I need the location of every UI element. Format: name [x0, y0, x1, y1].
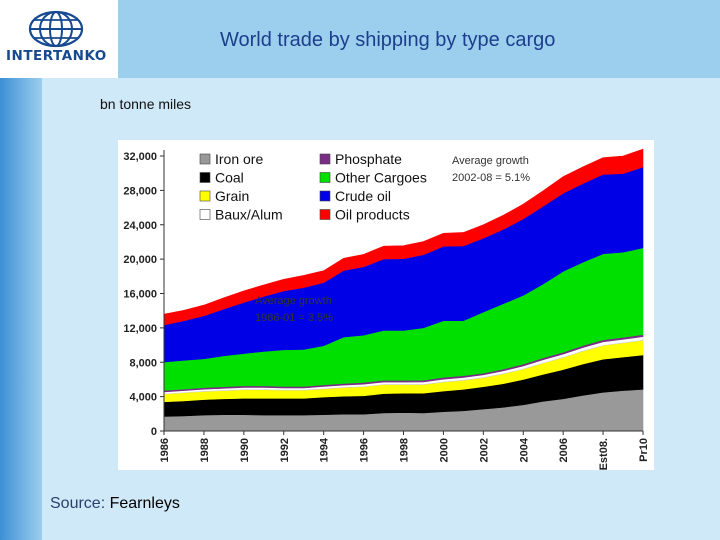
legend-swatch — [199, 190, 211, 202]
x-tick-label: 2004 — [518, 437, 530, 462]
legend-swatch — [199, 153, 211, 165]
logo-text: INTERTANKO — [6, 48, 107, 64]
x-tick-label: 2006 — [558, 438, 570, 462]
units-label: bn tonne miles — [100, 96, 192, 112]
legend-label: Coal — [215, 170, 244, 186]
y-tick-label: 8,000 — [129, 357, 157, 369]
header-band — [0, 0, 720, 78]
legend: Iron ore Coal Grain Baux/Alum Phosphate Other… — [199, 151, 427, 223]
stacked-area-chart: 0 4,000 8,000 12,000 16,000 20,000 24,000 28,00… — [123, 148, 650, 470]
y-tick-label: 24,000 — [123, 220, 157, 232]
legend-swatch — [319, 209, 331, 220]
y-tick-label: 12,000 — [123, 323, 157, 335]
page-title: World trade by shipping by type cargo — [220, 29, 556, 51]
area-layers — [163, 148, 644, 432]
x-tick-label: 1988 — [199, 438, 211, 462]
x-tick-label: 1992 — [279, 438, 291, 462]
legend-swatch — [199, 172, 211, 183]
x-tick-label: Est08. — [598, 438, 610, 470]
y-tick-label: 16,000 — [123, 289, 157, 301]
annotation-text: Average growth — [255, 295, 332, 307]
annotations: Average growth 2002-08 = 5.1% Average grow… — [255, 155, 530, 324]
annotation-text: 2002-08 = 5.1% — [452, 172, 530, 184]
logo: INTERTANKO — [0, 0, 118, 78]
x-tick-label: 1986 — [159, 438, 171, 462]
chart-panel: 0 4,000 8,000 12,000 16,000 20,000 24,000 28,00… — [118, 140, 654, 470]
x-tick-label: 1990 — [239, 438, 251, 462]
annotation-text: 1986-01 = 3.5% — [255, 312, 333, 324]
legend-label: Phosphate — [335, 151, 402, 167]
legend-label: Grain — [215, 188, 249, 204]
y-tick-label: 20,000 — [123, 254, 157, 266]
x-tick-label: 1998 — [399, 438, 411, 462]
x-tick-label: Pr10 — [638, 438, 650, 462]
y-tick-label: 32,000 — [123, 151, 157, 163]
legend-label: Iron ore — [215, 151, 263, 167]
x-tick-label: 1996 — [359, 438, 371, 462]
source-name: Fearnleys — [109, 495, 180, 512]
area-oil-products — [163, 148, 644, 326]
legend-label: Crude oil — [335, 188, 391, 204]
y-tick-label: 28,000 — [123, 185, 157, 197]
globe-icon — [28, 10, 84, 48]
legend-swatch — [319, 190, 331, 202]
y-tick-label: 4,000 — [129, 392, 157, 404]
legend-label: Baux/Alum — [215, 207, 283, 223]
source-note: Source: Fearnleys — [50, 495, 180, 513]
x-tick-label: 1994 — [319, 437, 331, 462]
legend-swatch — [319, 172, 331, 183]
y-tick-label: 0 — [151, 426, 157, 438]
x-tick-label: 2002 — [478, 438, 490, 462]
annotation-text: Average growth — [452, 155, 529, 167]
legend-label: Oil products — [335, 207, 410, 223]
legend-swatch — [319, 153, 331, 165]
x-tick-label: 2000 — [438, 438, 450, 462]
legend-label: Other Cargoes — [335, 170, 427, 186]
legend-swatch — [199, 209, 211, 220]
source-prefix: Source: — [50, 495, 106, 512]
left-stripe — [0, 78, 42, 540]
axes: 0 4,000 8,000 12,000 16,000 20,000 24,000 28,00… — [123, 150, 650, 470]
